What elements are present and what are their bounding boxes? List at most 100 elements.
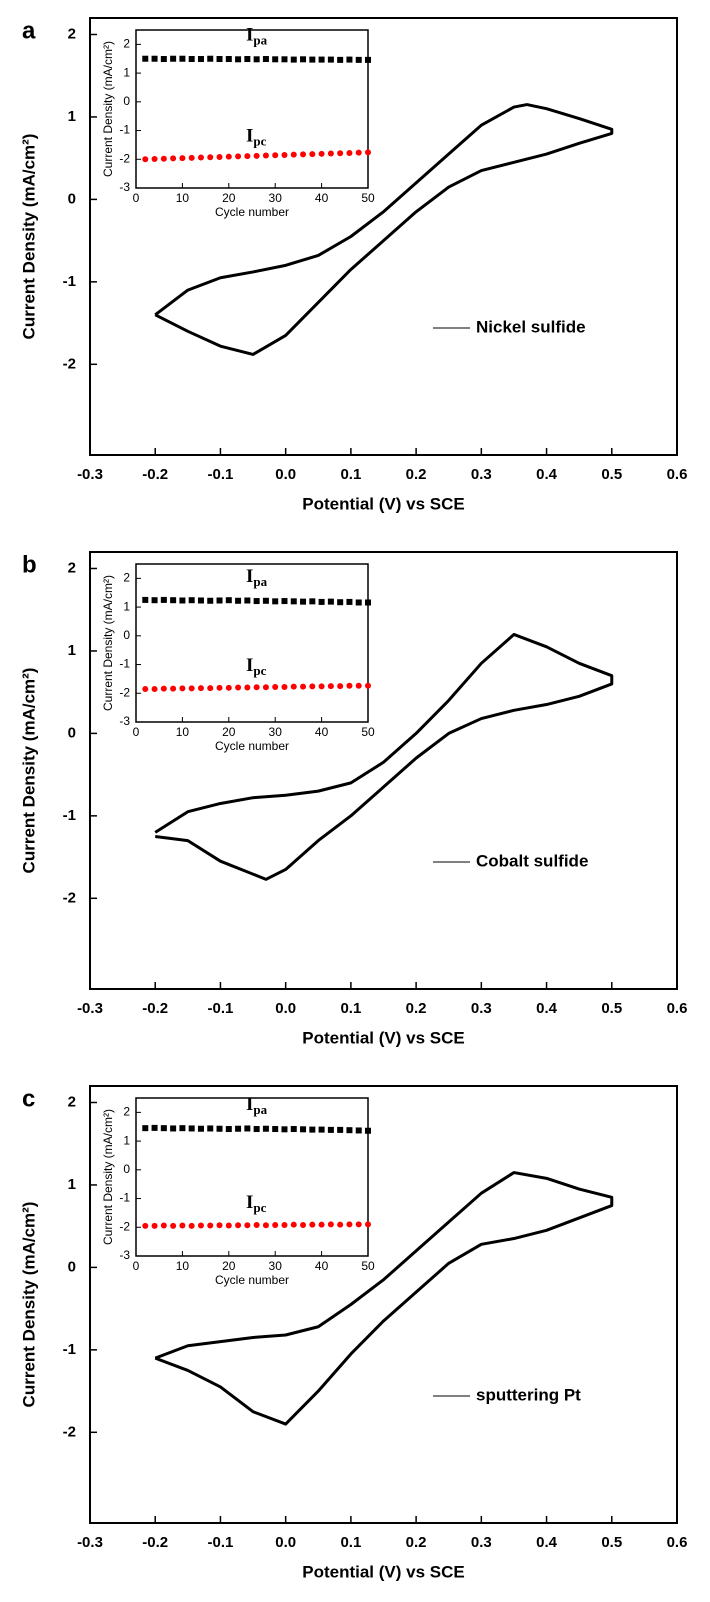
inset-marker — [272, 598, 279, 605]
inset-marker — [262, 152, 269, 159]
legend-label: Nickel sulfide — [476, 317, 586, 336]
legend-label: sputtering Pt — [476, 1385, 581, 1404]
inset-marker — [290, 151, 297, 158]
x-tick-label: 0.6 — [667, 1000, 688, 1017]
inset-y-tick-label: -3 — [119, 180, 130, 194]
inset-marker — [290, 598, 297, 605]
inset-marker — [197, 685, 204, 692]
inset-marker — [337, 1126, 344, 1133]
x-tick-label: 0.6 — [667, 466, 688, 483]
x-tick-label: 0.4 — [536, 466, 558, 483]
inset-marker — [197, 597, 204, 604]
inset-marker — [188, 597, 195, 604]
y-axis-label: Current Density (mA/cm²) — [19, 134, 38, 340]
series-name: I — [246, 655, 253, 676]
series-name: I — [246, 126, 253, 147]
x-tick-label: 0.2 — [406, 466, 427, 483]
panel-label: a — [22, 17, 36, 44]
x-tick-label: -0.1 — [208, 466, 234, 483]
inset-marker — [216, 56, 223, 63]
inset-marker — [225, 1126, 232, 1133]
inset-marker — [179, 155, 186, 162]
inset-y-tick-label: -1 — [119, 123, 130, 137]
y-tick-label: 0 — [68, 724, 76, 741]
inset-x-tick-label: 20 — [222, 725, 236, 739]
inset-x-tick-label: 0 — [133, 191, 140, 205]
inset-y-tick-label: 0 — [123, 94, 130, 108]
inset-marker — [244, 56, 251, 63]
y-tick-label: 1 — [68, 108, 76, 125]
inset-series-label: Ipa — [246, 25, 268, 48]
cv-curve — [154, 632, 614, 881]
inset-y-tick-label: -2 — [119, 1219, 130, 1233]
inset-marker — [346, 56, 353, 63]
x-tick-label: -0.2 — [142, 1534, 168, 1551]
cv-curve — [154, 1171, 614, 1426]
y-tick-label: 1 — [68, 642, 76, 659]
x-tick-label: 0.4 — [536, 1000, 558, 1017]
plot-frame — [89, 1085, 678, 1524]
inset-marker — [235, 597, 242, 604]
inset-marker — [272, 152, 279, 159]
inset-marker — [216, 1125, 223, 1132]
inset-x-tick-label: 30 — [269, 725, 283, 739]
inset-frame — [135, 29, 369, 189]
inset-marker — [142, 1125, 149, 1132]
inset-marker — [290, 56, 297, 63]
inset-marker — [355, 56, 362, 63]
inset-marker — [244, 153, 251, 160]
x-tick-label: 0.0 — [275, 466, 296, 483]
series-name: I — [246, 566, 253, 587]
inset-marker — [188, 154, 195, 161]
inset-marker — [160, 1125, 167, 1132]
inset-marker — [142, 55, 149, 62]
inset-marker — [300, 151, 307, 158]
inset-marker — [216, 684, 223, 691]
inset-marker — [318, 56, 325, 63]
inset-x-tick-label: 50 — [361, 1259, 375, 1273]
y-tick-label: -1 — [63, 1341, 76, 1358]
inset-y-tick-label: 1 — [123, 599, 130, 613]
inset-series-label: Ipc — [246, 126, 267, 149]
inset-marker — [281, 1126, 288, 1133]
inset-marker — [160, 56, 167, 63]
inset-marker — [309, 1221, 316, 1228]
inset-x-tick-label: 50 — [361, 725, 375, 739]
series-subscript: pa — [253, 1102, 267, 1117]
inset-marker — [235, 153, 242, 160]
inset-y-label: Current Density (mA/cm²) — [101, 1109, 115, 1245]
inset-marker — [337, 599, 344, 606]
inset-x-tick-label: 20 — [222, 191, 236, 205]
inset-series-label: Ipa — [246, 1095, 268, 1118]
inset-marker — [337, 150, 344, 157]
y-tick-label: 1 — [68, 1176, 76, 1193]
inset-marker — [281, 1221, 288, 1228]
inset-marker — [300, 598, 307, 605]
y-axis-label: Current Density (mA/cm²) — [19, 1202, 38, 1408]
inset-marker — [309, 151, 316, 158]
x-tick-label: -0.2 — [142, 466, 168, 483]
inset-marker — [225, 684, 232, 691]
inset-marker — [318, 1221, 325, 1228]
inset-x-label: Cycle number — [215, 739, 289, 753]
inset-marker — [225, 153, 232, 160]
inset-marker — [197, 154, 204, 161]
x-tick-label: -0.2 — [142, 1000, 168, 1017]
y-tick-label: -1 — [63, 273, 76, 290]
y-tick-label: 0 — [68, 190, 76, 207]
inset-marker — [327, 598, 334, 605]
y-tick-label: -2 — [63, 889, 76, 906]
inset-marker — [253, 152, 260, 159]
inset-marker — [235, 684, 242, 691]
x-tick-label: -0.3 — [77, 1534, 103, 1551]
inset-y-tick-label: 2 — [123, 1105, 130, 1119]
inset-y-tick-label: 1 — [123, 65, 130, 79]
inset-x-tick-label: 40 — [315, 725, 329, 739]
inset-marker — [151, 155, 158, 162]
inset-marker — [160, 1222, 167, 1229]
inset-marker — [142, 156, 149, 163]
inset-marker — [170, 597, 177, 604]
inset-marker — [309, 683, 316, 690]
